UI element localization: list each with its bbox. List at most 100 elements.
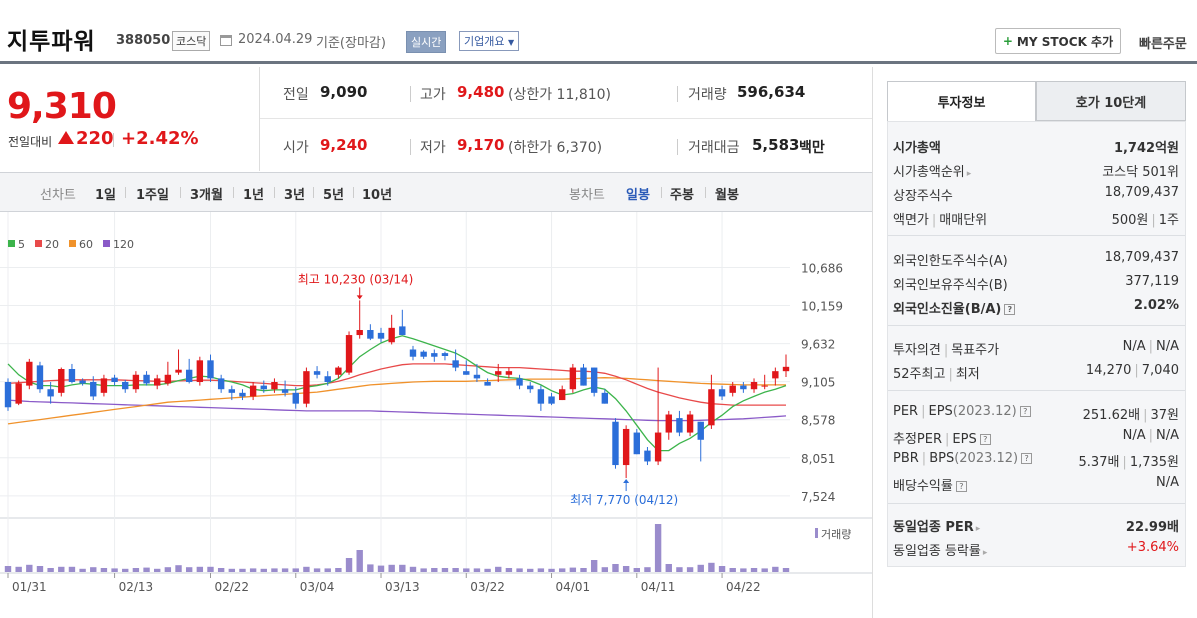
target-value: N/A [1156, 339, 1179, 354]
open-value: 9,240 [320, 136, 368, 154]
trade-value: 5,583 [752, 136, 800, 154]
trade-unit-value: 1주 [1158, 213, 1179, 228]
line-period-1d[interactable]: 1일 [95, 188, 117, 203]
x-tick-label: 02/13 [119, 580, 154, 594]
line-period-1y[interactable]: 1년 [243, 188, 265, 203]
help-icon[interactable]: ? [955, 481, 967, 492]
volume-bar [15, 566, 22, 572]
row-divider [260, 118, 872, 119]
divider [410, 139, 411, 155]
add-mystock-button[interactable]: + MY STOCK 추가 [995, 28, 1121, 54]
market-cap-label: 시가총액 [893, 141, 941, 156]
company-overview-label: 기업개요 [464, 35, 505, 48]
high-value: 9,480 [457, 83, 505, 101]
line-period-10y[interactable]: 10년 [362, 188, 393, 203]
volume-bar [228, 568, 236, 572]
market-cap-rank-link[interactable]: 시가총액순위 ▸ [893, 161, 971, 180]
stock-header [0, 0, 1197, 64]
y-tick-label: 9,105 [801, 376, 835, 390]
volume-bar [399, 564, 406, 572]
line-period-3m[interactable]: 3개월 [190, 188, 223, 203]
y-tick-label: 10,686 [801, 261, 843, 275]
y-tick-label: 8,051 [801, 452, 835, 466]
candle-body [260, 385, 267, 390]
sector-change-value: +3.64% [1126, 540, 1179, 555]
quick-order-link[interactable]: 빠른주문 [1139, 37, 1187, 52]
volume-bar [281, 568, 289, 572]
wk52-values: 14,270 | 7,040 [1086, 363, 1179, 378]
candle-body [473, 374, 481, 379]
volume-label: 거래량 [688, 87, 727, 103]
wk52-low-value: 7,040 [1141, 363, 1179, 378]
volume-bar [463, 568, 470, 572]
legend-swatch [69, 240, 76, 247]
volume-bar [590, 560, 598, 572]
x-tick-label: 03/22 [470, 580, 505, 594]
candle-period-monthly[interactable]: 월봉 [715, 188, 739, 203]
tab-orderbook[interactable]: 호가 10단계 [1036, 81, 1186, 121]
foreign-hold-value: 377,119 [1125, 274, 1179, 289]
company-overview-button[interactable]: 기업개요 ▼ [459, 31, 520, 51]
help-icon[interactable]: ? [1019, 406, 1031, 417]
side-panel [872, 67, 1197, 618]
help-icon[interactable]: ? [1021, 453, 1033, 464]
change-value: 220 [76, 128, 114, 149]
opinion-label: 투자의견 [893, 343, 941, 358]
realtime-button[interactable]: 실시간 [406, 31, 447, 53]
volume-bar [654, 524, 662, 572]
help-icon[interactable]: ? [979, 434, 991, 445]
volume-bar [207, 566, 214, 572]
tab-invest-info[interactable]: 투자정보 [887, 81, 1036, 121]
divider: | [921, 451, 927, 466]
foreign-limit-value: 18,709,437 [1104, 250, 1179, 265]
volume-bar [633, 568, 640, 572]
volume-bar [697, 564, 704, 572]
volume-bar [260, 568, 267, 572]
chevron-right-icon: ▸ [982, 548, 988, 558]
candle-body [345, 335, 353, 373]
volume-bar [90, 567, 97, 572]
market-cap-rank-label: 시가총액순위 [893, 165, 965, 180]
low-annotation: 최저 7,770 (04/12) [570, 493, 678, 507]
divider: | [1143, 408, 1148, 423]
line-period-3y[interactable]: 3년 [284, 188, 306, 203]
x-tick-label: 01/31 [12, 580, 47, 594]
help-icon[interactable]: ? [1004, 304, 1016, 315]
x-tick-label: 04/22 [726, 580, 761, 594]
volume-bar [271, 568, 278, 572]
candle-body [537, 389, 545, 404]
moving-average-ma60 [7, 377, 786, 425]
volume-bar [431, 568, 438, 572]
legend-swatch [103, 240, 110, 247]
candle-body [718, 389, 726, 397]
divider: | [1151, 213, 1156, 228]
candle-body [495, 371, 502, 375]
pbr-bps-labels: PBR | BPS(2023.12)? [893, 451, 1033, 466]
candle-period-daily[interactable]: 일봉 [626, 188, 650, 203]
volume-bar [249, 568, 257, 572]
line-period-5y[interactable]: 5년 [323, 188, 345, 203]
price-box [0, 67, 260, 171]
per-eps-values: 251.62배 | 37원 [1083, 404, 1179, 423]
volume-bar [68, 566, 76, 572]
legend-label: 120 [113, 238, 134, 251]
candle-body [122, 382, 129, 390]
volume-bar [505, 568, 513, 572]
low-arrow-head [623, 479, 630, 484]
sector-per-link[interactable]: 동일업종 PER ▸ [893, 516, 980, 535]
listed-shares-value: 18,709,437 [1104, 185, 1179, 200]
candle-period-weekly[interactable]: 주봉 [670, 188, 694, 203]
change-label: 전일대비 [8, 135, 53, 149]
line-period-1w[interactable]: 1주일 [136, 188, 169, 203]
candle-body [708, 389, 715, 426]
candle-body [281, 389, 289, 393]
sector-change-link[interactable]: 동일업종 등락률 ▸ [893, 540, 987, 559]
x-tick-label: 02/22 [214, 580, 249, 594]
divider: | [1148, 339, 1153, 354]
legend-label: 20 [45, 238, 59, 251]
volume-bar [409, 566, 417, 572]
eps-value: 37원 [1150, 408, 1179, 423]
price-chart[interactable]: 10,686 10,159 9,632 9,105 8,578 8,051 7,524 01/… [0, 212, 872, 618]
volume-bar [122, 568, 129, 572]
divider: | [948, 367, 953, 382]
